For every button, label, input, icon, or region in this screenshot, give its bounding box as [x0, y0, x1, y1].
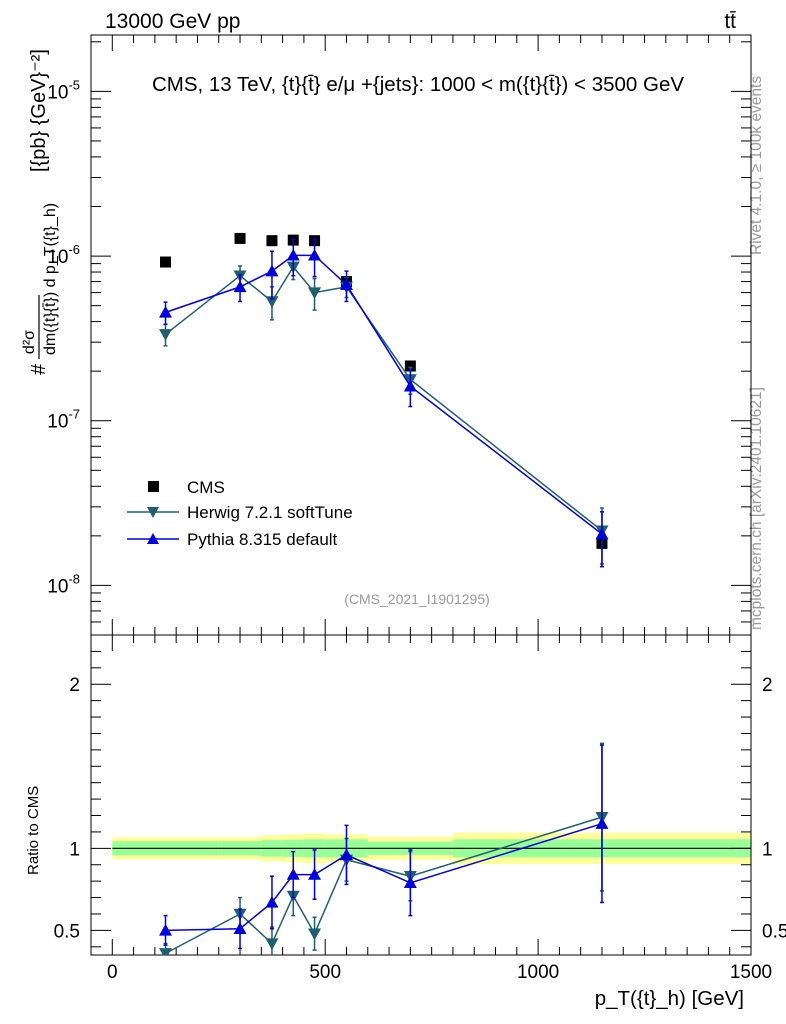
- ratio-y-tick-label-right: 1: [762, 839, 773, 860]
- pythia-ratio-marker: [159, 923, 173, 936]
- main-axis-ticks: [90, 35, 752, 636]
- x-axis-label: p_T({t}_h) [GeV]: [595, 987, 744, 1010]
- x-tick-label: 500: [309, 962, 341, 983]
- ratio-plot-frame: [90, 634, 752, 956]
- main-series-layer: [159, 232, 609, 568]
- x-tick-label: 0: [107, 962, 118, 983]
- pythia-marker: [339, 278, 353, 290]
- pythia-ratio-line: [165, 823, 603, 932]
- pythia-ratio-marker: [286, 868, 300, 880]
- herwig-ratio-marker: [265, 938, 279, 951]
- legend-pythia-label: Pythia 8.315 default: [187, 530, 338, 549]
- cms-data-point: [404, 360, 416, 372]
- y-axis-label: # d²σ dm({t}{t̄}) d p_T({t}_h) [{pb} {Ge…: [21, 49, 59, 375]
- ratio-y-tick-label-right: 0.5: [762, 921, 786, 942]
- pythia-ratio-marker: [595, 817, 609, 829]
- ratio-y-tick-label-left: 2: [69, 675, 80, 696]
- y-axis-label-num: d²σ: [21, 330, 38, 354]
- y-tick-label: 10-8: [47, 571, 80, 597]
- x-tick-label: 1500: [730, 962, 772, 983]
- legend: CMS Herwig 7.2.1 softTune Pythia 8.315 d…: [127, 478, 353, 549]
- pythia-ratio-marker: [233, 922, 247, 934]
- ratio-y-tick-labels: 0.5 0.5 1 1 2 2: [54, 675, 786, 942]
- legend-herwig-marker: [147, 507, 159, 518]
- cms-data-point: [234, 232, 246, 244]
- main-y-tick-labels: 10-8 10-7 10-6 10-5: [47, 77, 80, 597]
- y-axis-label-den: dm({t}{t̄}) d p_T({t}_h): [42, 203, 59, 355]
- y-tick-label: 10-6: [47, 242, 80, 268]
- rivet-version-label: Rivet 4.1.0, ≥ 100k events: [748, 76, 765, 255]
- cms-data-point: [160, 256, 172, 268]
- herwig-ratio-line: [165, 816, 603, 955]
- pythia-marker: [233, 280, 247, 293]
- pythia-marker: [403, 379, 417, 392]
- y-tick-label: 10-5: [47, 77, 80, 103]
- ratio-series-layer: [159, 742, 609, 955]
- mcplots-label: mcplots.cern.ch [arXiv:2401.10621]: [748, 387, 765, 630]
- y-axis-label-units: [{pb} {GeV}⁻²]: [28, 49, 50, 172]
- ratio-uncertainty-bands: [112, 832, 751, 864]
- legend-cms-marker: [148, 481, 159, 492]
- y-tick-label: 10-7: [47, 407, 80, 433]
- herwig-ratio-marker: [308, 928, 322, 941]
- chart-title: CMS, 13 TeV, {t}{t̄} e/μ +{jets}: 1000 <…: [152, 73, 684, 96]
- ratio-y-tick-label-right: 2: [762, 675, 773, 696]
- pythia-ratio-marker: [403, 876, 417, 888]
- herwig-marker: [159, 329, 173, 341]
- legend-pythia-marker: [147, 533, 159, 544]
- ratio-y-tick-label-left: 0.5: [54, 921, 80, 942]
- pythia-marker: [286, 248, 300, 261]
- herwig-line: [165, 265, 603, 532]
- cms-data-point: [266, 235, 278, 247]
- analysis-tag: (CMS_2021_I1901295): [344, 591, 490, 607]
- ratio-y-axis-label: Ratio to CMS: [25, 786, 42, 875]
- herwig-marker: [308, 287, 322, 300]
- herwig-marker: [265, 296, 279, 308]
- pythia-ratio-marker: [265, 895, 279, 908]
- pythia-ratio-marker: [308, 868, 322, 880]
- ratio-axis-ticks: [90, 634, 752, 955]
- legend-cms-label: CMS: [187, 478, 225, 497]
- herwig-ratio-marker: [159, 948, 173, 955]
- pythia-ratio-marker: [339, 848, 353, 861]
- legend-herwig-label: Herwig 7.2.1 softTune: [187, 503, 353, 522]
- pythia-marker: [308, 248, 322, 261]
- pythia-marker: [595, 527, 609, 540]
- pythia-marker: [265, 264, 279, 277]
- y-axis-label-hash: #: [28, 363, 50, 375]
- header-left: 13000 GeV pp: [105, 10, 240, 33]
- x-tick-label: 1000: [517, 962, 559, 983]
- pythia-line: [165, 254, 603, 535]
- pythia-marker: [159, 305, 173, 318]
- ratio-y-tick-label-left: 1: [69, 839, 80, 860]
- header-right: tt̄: [724, 10, 736, 33]
- x-tick-labels: 0 500 1000 1500: [107, 962, 772, 983]
